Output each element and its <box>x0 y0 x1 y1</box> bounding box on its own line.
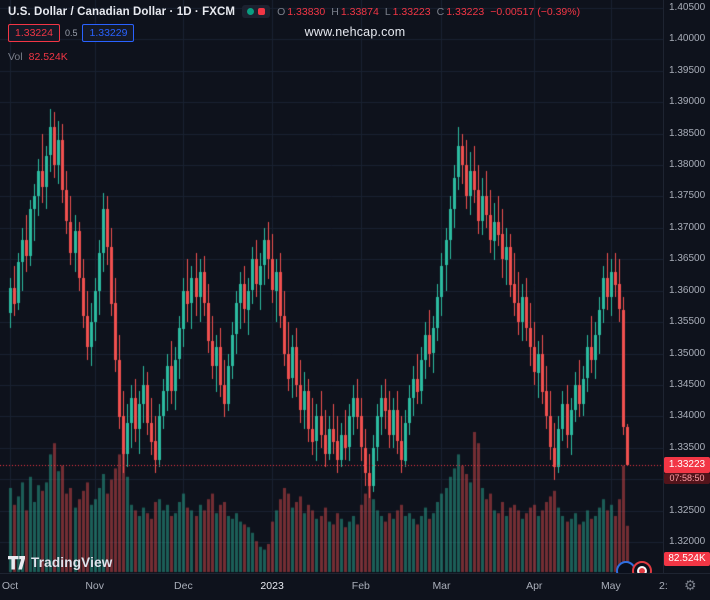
ohlc-close-value: 1.33223 <box>446 5 485 18</box>
ohlc-low-value: 1.33223 <box>392 5 431 18</box>
ohlc-low-label: L <box>384 5 391 18</box>
series-visible-dot-icon <box>247 8 255 15</box>
time-tick-label: Dec <box>174 580 193 592</box>
time-tick-label: May <box>600 580 621 592</box>
price-tick-label: 1.40000 <box>669 33 706 45</box>
ohlc-high-value: 1.33874 <box>340 5 379 18</box>
site-watermark-text: www.nehcap.com <box>304 25 406 39</box>
ohlc-high-label: H <box>331 5 339 18</box>
last-price-badge: 1.33223 <box>664 457 710 473</box>
chart-legend: U.S. Dollar / Canadian Dollar · 1D · FXC… <box>8 4 580 63</box>
price-tick-label: 1.33500 <box>669 441 706 453</box>
time-tick-label: Feb <box>351 580 370 592</box>
tradingview-logo-icon <box>8 555 25 569</box>
price-tick-label: 1.37500 <box>669 190 706 202</box>
sell-price-button[interactable]: 1.33224 <box>8 24 60 42</box>
price-tick-label: 1.39000 <box>669 96 706 108</box>
time-tick-label: Nov <box>85 580 105 592</box>
timezone-settings-gear-icon[interactable]: ⚙ <box>684 577 697 593</box>
ohlc-open-label: O <box>277 5 286 18</box>
candlestick-chart-canvas[interactable] <box>0 0 663 573</box>
price-tick-label: 1.40500 <box>669 2 706 13</box>
price-change-value: −0.00517 (−0.39%) <box>490 5 581 18</box>
volume-badge: 82.524K <box>664 552 710 566</box>
price-tick-label: 1.35500 <box>669 316 706 328</box>
price-tick-label: 1.36500 <box>669 253 706 265</box>
tradingview-logo-text: TradingView <box>31 555 113 570</box>
price-tick-label: 1.35000 <box>669 347 706 359</box>
volume-value: 82.524K <box>28 51 68 63</box>
ohlc-close-label: C <box>436 5 445 18</box>
price-axis[interactable]: 1.33223 07:58:50 82.524K 1.40500 1.40000 1… <box>663 0 710 573</box>
price-tick-label: 1.32000 <box>669 536 706 547</box>
price-tick-label: 1.38000 <box>669 159 706 171</box>
time-tick-label: Oct <box>1 580 19 592</box>
price-tick-label: 1.39500 <box>669 64 706 76</box>
price-tick-label: 1.37000 <box>669 221 706 233</box>
time-tick-label: 2023 <box>260 580 284 592</box>
series-controls[interactable] <box>242 5 271 18</box>
series-hide-dot-icon <box>258 8 266 15</box>
time-tick-label: Apr <box>526 580 543 592</box>
tradingview-logo[interactable]: TradingView <box>8 555 112 570</box>
time-partial-label: 2: <box>659 580 668 592</box>
price-tick-label: 1.34000 <box>669 410 706 422</box>
spread-value: 0.5 <box>64 28 78 38</box>
volume-label: Vol <box>8 51 23 63</box>
bid-ask-row: 1.33224 0.5 1.33229 <box>8 24 580 42</box>
time-axis[interactable]: 2: ⚙ Oct Nov Dec 2023 Feb Mar Apr May <box>0 573 710 600</box>
volume-legend-row: Vol 82.524K <box>8 51 580 63</box>
price-tick-label: 1.38500 <box>669 127 706 139</box>
buy-price-button[interactable]: 1.33229 <box>82 24 135 42</box>
price-tick-label: 1.32500 <box>669 504 706 516</box>
price-tick-label: 1.36000 <box>669 284 706 296</box>
symbol-legend-row: U.S. Dollar / Canadian Dollar · 1D · FXC… <box>8 4 580 19</box>
ohlc-readout: O 1.33830 H 1.33874 L 1.33223 C 1.33223 −0.0… <box>277 6 580 18</box>
price-tick-label: 1.34500 <box>669 378 706 390</box>
countdown-badge: 07:58:50 <box>664 473 710 484</box>
time-tick-label: Mar <box>432 580 451 592</box>
ohlc-open-value: 1.33830 <box>287 5 326 18</box>
symbol-title[interactable]: U.S. Dollar / Canadian Dollar · 1D · FXC… <box>8 5 236 18</box>
